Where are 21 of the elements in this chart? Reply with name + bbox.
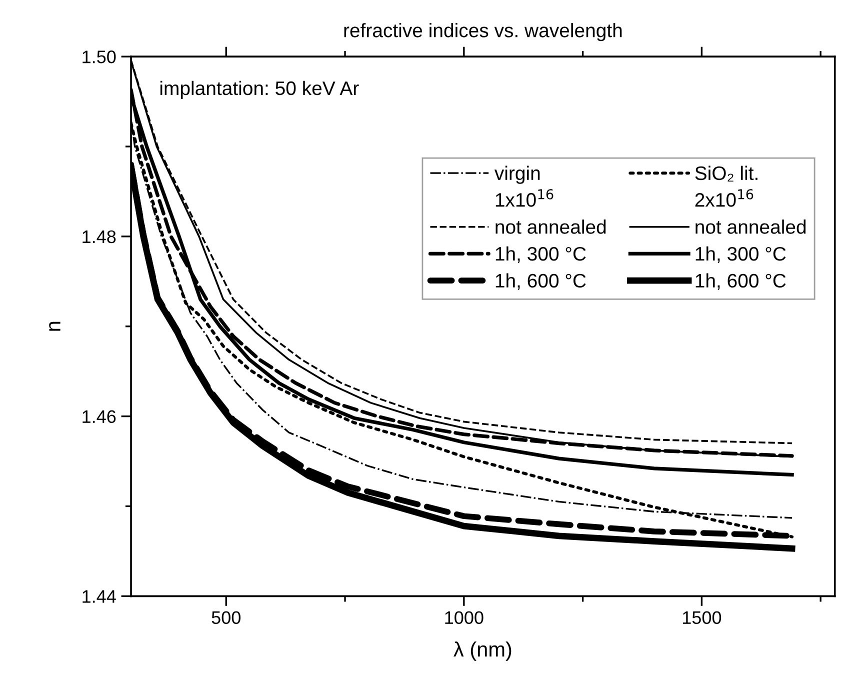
- y-tick-label: 1.46: [82, 410, 116, 424]
- y-axis-title: n: [49, 322, 60, 331]
- y-tick-label: 1.50: [82, 50, 116, 64]
- legend-label: 1h, 600 °C: [696, 273, 786, 290]
- y-tick-label: 1.48: [82, 230, 116, 244]
- chart-title: refractive indices vs. wavelength: [344, 23, 622, 42]
- legend-label: not annealed: [696, 220, 806, 234]
- x-tick-label: 500: [212, 611, 240, 624]
- x-tick-label: 1500: [682, 611, 722, 624]
- x-tick-label: 1000: [445, 611, 484, 624]
- y-tick-label: 1.44: [82, 590, 116, 603]
- legend-label: virgin: [494, 166, 540, 184]
- x-axis-title: λ (nm): [454, 641, 512, 661]
- legend-label: 1h, 600 °C: [496, 273, 586, 290]
- annotation: implantation: 50 keV Ar: [160, 80, 359, 99]
- annotation: 1x10$^{16}$: [496, 189, 554, 207]
- legend-label: 1h, 300 °C: [496, 246, 586, 264]
- legend-label: not annealed: [496, 220, 606, 234]
- annotation: 2x10$^{16}$: [695, 189, 754, 207]
- legend-label: 1h, 300 °C: [696, 246, 786, 264]
- legend-label: SiO₂ lit.: [695, 166, 758, 182]
